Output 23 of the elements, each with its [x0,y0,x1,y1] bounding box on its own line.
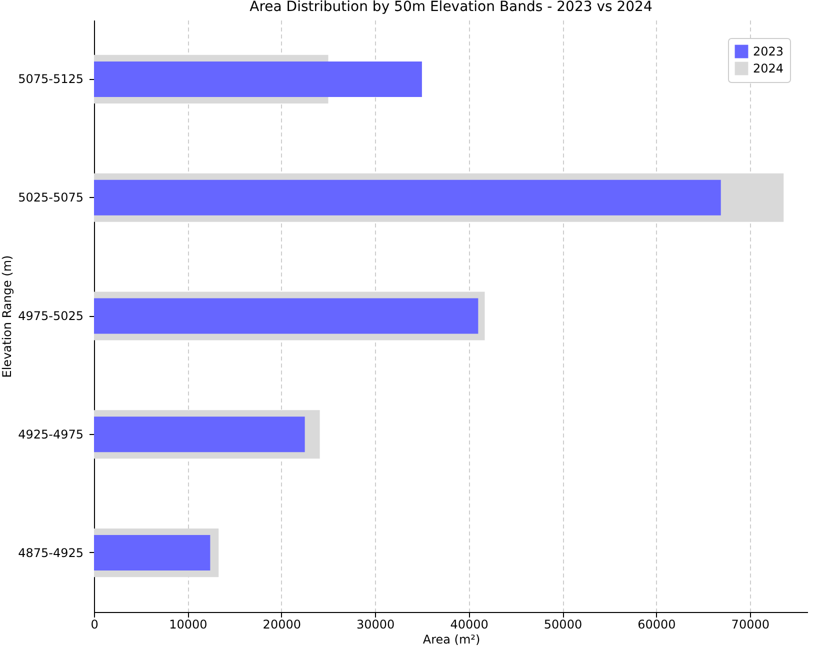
x-tick-label: 50000 [544,618,582,632]
x-tick-label: 20000 [262,618,301,632]
legend-label: 2023 [753,44,784,58]
x-tick-label: 40000 [450,618,488,632]
y-tick-label: 4875-4925 [18,546,84,560]
bar [94,535,210,571]
bar [94,298,478,334]
y-tick-label: 5025-5075 [18,190,84,205]
chart-title: Area Distribution by 50m Elevation Bands - 2023 vs 2024 [250,0,652,15]
x-tick-label: 30000 [356,618,395,632]
x-tick-label: 70000 [731,618,770,632]
bar [94,61,422,97]
x-axis-title: Area (m²) [422,632,480,646]
y-tick-label: 5075-5125 [18,72,84,86]
y-tick-label: 4925-4975 [18,427,84,442]
x-tick-label: 60000 [638,618,676,632]
bar [94,416,305,452]
y-tick-label: 4975-5025 [18,309,84,323]
x-tick-label: 0 [90,618,98,632]
legend-label: 2024 [753,62,784,76]
x-tick-label: 10000 [169,618,208,632]
y-axis-title: Elevation Range (m) [0,255,14,378]
bar [94,180,721,216]
